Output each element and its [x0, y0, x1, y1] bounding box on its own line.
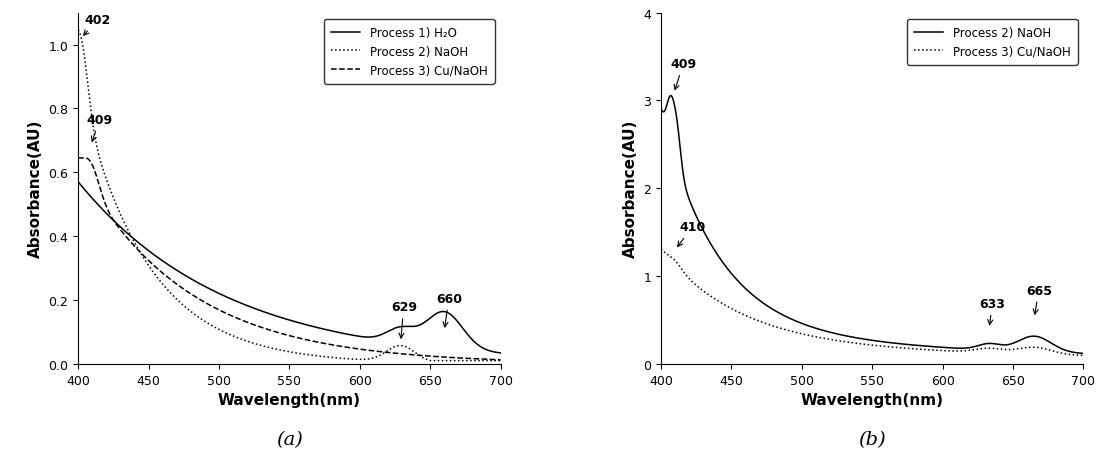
Process 3) Cu/NaOH	[266, 329, 279, 334]
Legend: Process 2) NaOH, Process 3) Cu/NaOH: Process 2) NaOH, Process 3) Cu/NaOH	[907, 20, 1078, 66]
Text: 409: 409	[87, 114, 113, 142]
Text: 409: 409	[670, 58, 696, 91]
Process 3) Cu/NaOH	[987, 346, 1001, 351]
Text: 402: 402	[84, 14, 111, 36]
Process 1) H₂O	[93, 204, 106, 210]
Process 2) NaOH	[860, 337, 873, 343]
Process 1) H₂O	[71, 180, 85, 185]
Legend: Process 1) H₂O, Process 2) NaOH, Process 3) Cu/NaOH: Process 1) H₂O, Process 2) NaOH, Process…	[324, 20, 495, 84]
Process 2) NaOH	[1065, 349, 1078, 355]
Line: Process 2) NaOH: Process 2) NaOH	[661, 96, 1083, 354]
Process 2) NaOH	[1065, 349, 1078, 355]
Process 3) Cu/NaOH	[481, 357, 495, 362]
X-axis label: Wavelength(nm): Wavelength(nm)	[801, 392, 944, 407]
Process 3) Cu/NaOH	[277, 332, 290, 337]
Process 2) NaOH	[423, 358, 437, 364]
Process 1) H₂O	[266, 312, 279, 318]
Line: Process 2) NaOH: Process 2) NaOH	[78, 31, 500, 361]
Process 2) NaOH	[71, 28, 85, 34]
Text: 660: 660	[436, 292, 461, 327]
X-axis label: Wavelength(nm): Wavelength(nm)	[218, 392, 361, 407]
Process 3) Cu/NaOH	[1065, 352, 1078, 358]
Process 3) Cu/NaOH	[655, 247, 668, 252]
Process 1) H₂O	[481, 348, 495, 353]
Process 1) H₂O	[277, 316, 290, 321]
Text: 665: 665	[1025, 284, 1052, 314]
Process 3) Cu/NaOH	[860, 342, 873, 348]
Process 2) NaOH	[665, 94, 678, 99]
Process 3) Cu/NaOH	[1077, 353, 1090, 359]
Process 1) H₂O	[494, 350, 507, 356]
Process 2) NaOH	[655, 106, 668, 112]
Process 1) H₂O	[481, 348, 495, 353]
Process 3) Cu/NaOH	[849, 341, 862, 346]
Process 3) Cu/NaOH	[404, 352, 418, 358]
Process 2) NaOH	[494, 358, 507, 364]
Text: (b): (b)	[859, 430, 886, 449]
Process 3) Cu/NaOH	[71, 156, 85, 161]
Process 3) Cu/NaOH	[481, 357, 495, 362]
Process 2) NaOH	[277, 348, 290, 354]
Process 2) NaOH	[481, 358, 495, 364]
Process 2) NaOH	[1077, 351, 1090, 356]
Process 3) Cu/NaOH	[93, 185, 106, 190]
Line: Process 1) H₂O: Process 1) H₂O	[78, 182, 500, 353]
Process 2) NaOH	[481, 358, 495, 364]
Process 3) Cu/NaOH	[494, 357, 507, 363]
Process 3) Cu/NaOH	[676, 268, 689, 273]
Process 3) Cu/NaOH	[1065, 352, 1078, 358]
Text: 633: 633	[980, 297, 1005, 325]
Text: 629: 629	[391, 300, 417, 339]
Process 2) NaOH	[404, 347, 418, 353]
Process 1) H₂O	[404, 324, 418, 329]
Text: (a): (a)	[276, 430, 303, 449]
Y-axis label: Absorbance(AU): Absorbance(AU)	[623, 120, 638, 258]
Y-axis label: Absorbance(AU): Absorbance(AU)	[28, 120, 42, 258]
Process 2) NaOH	[987, 341, 1001, 347]
Process 2) NaOH	[266, 346, 279, 351]
Line: Process 3) Cu/NaOH: Process 3) Cu/NaOH	[78, 158, 500, 360]
Process 2) NaOH	[676, 169, 689, 174]
Process 2) NaOH	[849, 335, 862, 341]
Text: 410: 410	[678, 221, 706, 247]
Line: Process 3) Cu/NaOH: Process 3) Cu/NaOH	[661, 249, 1083, 356]
Process 2) NaOH	[93, 157, 106, 162]
